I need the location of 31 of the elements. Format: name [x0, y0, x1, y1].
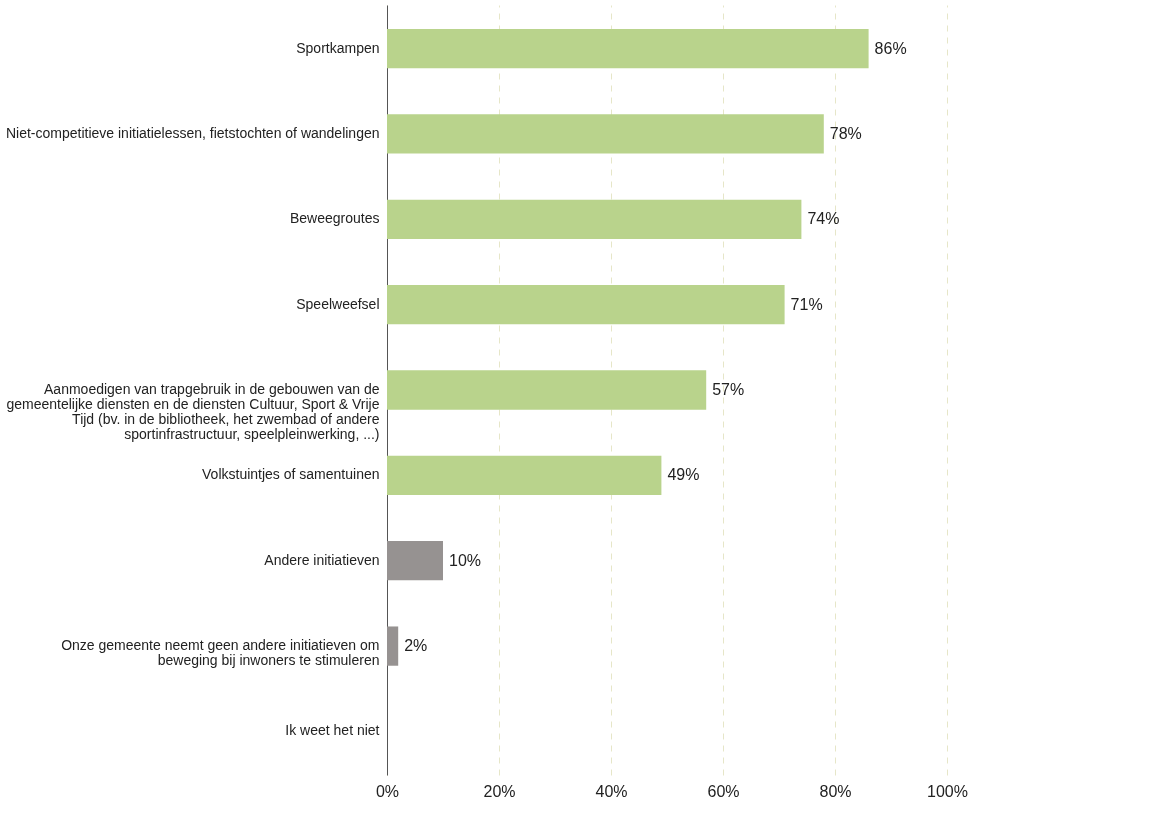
- x-tick-label: 60%: [707, 782, 740, 800]
- y-tick-label: Onze gemeente neemt geen andere initiatieven om beweging bij inwoners te stimuleren: [61, 637, 380, 669]
- bar: [387, 114, 824, 154]
- y-tick-label: Beweegroutes: [289, 210, 380, 227]
- bar: [387, 28, 869, 69]
- bar: [387, 370, 707, 410]
- data-label: 2%: [404, 637, 428, 655]
- y-tick-label: Speelweefsel: [296, 295, 380, 312]
- y-tick-label: Ik weet het niet: [285, 722, 380, 739]
- data-label: 49%: [667, 466, 700, 484]
- y-tick-label: Sportkampen: [296, 39, 380, 56]
- y-tick-label: Andere initiatieven: [264, 551, 380, 568]
- data-label: 78%: [829, 124, 862, 142]
- bar: [387, 455, 662, 495]
- y-tick-label: Volkstuintjes of samentuinen: [202, 466, 380, 483]
- data-label: 10%: [449, 551, 482, 569]
- bar: [387, 199, 802, 239]
- y-tick-label: Niet-competitieve initiatielessen, fietstochten of wandelingen: [5, 124, 380, 141]
- x-tick-label: 20%: [483, 782, 516, 800]
- data-label: 57%: [712, 381, 745, 398]
- y-tick-label: Aanmoedigen van trapgebruik in de gebouwen van de gemeentelijke diensten en de diensten Cultuur, Sport & Vrije Tijd (bv. in de bibliotheek, het zwembad of andere sportinfrastructuur, speelpleinwerking, ...): [6, 381, 380, 442]
- data-label: 74%: [807, 210, 840, 228]
- bar: [387, 541, 443, 581]
- data-label: 86%: [874, 39, 907, 57]
- x-tick-label: 0%: [375, 782, 400, 800]
- bar: [387, 626, 399, 666]
- x-tick-label: 80%: [819, 782, 852, 800]
- data-label: 71%: [790, 295, 823, 313]
- x-tick-label: 100%: [927, 782, 968, 800]
- x-tick-label: 40%: [595, 782, 628, 800]
- bar: [387, 285, 785, 325]
